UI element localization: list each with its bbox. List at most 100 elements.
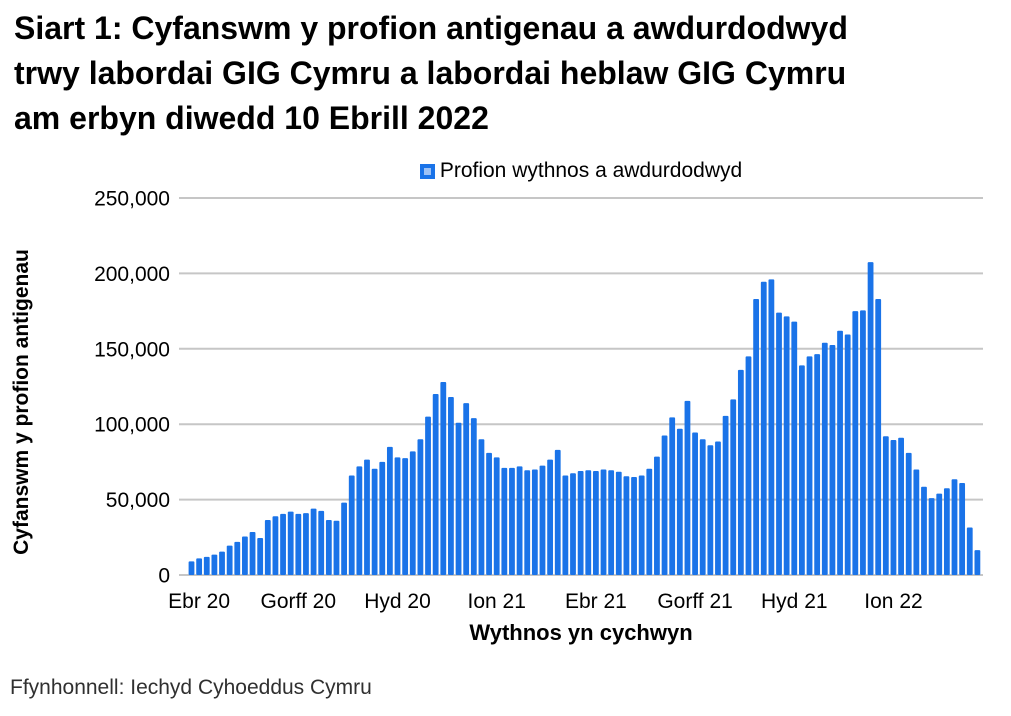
bar	[852, 311, 859, 575]
bar	[921, 486, 927, 575]
plot-area: 0 50,000 100,000 150,000 200,000 250,000 Ebr 2…	[94, 188, 983, 613]
bar	[524, 470, 531, 575]
bar	[913, 469, 920, 575]
bar	[959, 483, 966, 575]
bar	[493, 457, 500, 575]
bar	[882, 436, 889, 575]
bar	[631, 476, 637, 575]
bar	[417, 439, 424, 575]
bar	[608, 470, 615, 575]
bar	[364, 459, 370, 575]
legend: Profion wythnos a awdurdodwyd	[179, 159, 983, 182]
x-tick-label: Ion 22	[864, 590, 922, 613]
bar	[890, 440, 897, 575]
chart-title-line-1: Siart 1: Cyfanswm y profion antigenau a …	[14, 10, 848, 46]
bar	[234, 541, 241, 575]
chart-title-line-2: trwy labordai GIG Cymru a labordai hebla…	[14, 55, 847, 91]
bar	[272, 516, 279, 575]
bar	[699, 439, 706, 575]
bar	[219, 551, 225, 575]
bar	[730, 399, 737, 575]
bar	[318, 510, 325, 575]
y-axis-title: Cyfanswm y profion antigenau	[10, 249, 33, 555]
bar	[776, 312, 782, 575]
bar	[799, 365, 805, 575]
bar	[386, 446, 393, 575]
bar	[745, 356, 752, 575]
bar	[928, 498, 935, 575]
bar	[280, 513, 286, 575]
bar	[623, 476, 630, 575]
bar	[516, 466, 523, 575]
y-tick-label: 250,000	[94, 188, 170, 211]
bar	[860, 310, 866, 575]
bar	[875, 299, 882, 575]
bar	[432, 394, 439, 575]
bar	[295, 513, 302, 575]
bar	[661, 435, 668, 575]
y-tick-label: 50,000	[106, 489, 170, 512]
bar	[737, 369, 744, 575]
bar	[783, 316, 790, 575]
bar	[188, 561, 195, 575]
bar	[867, 262, 874, 575]
bar	[203, 556, 210, 575]
bar	[539, 465, 546, 575]
bar	[402, 458, 409, 575]
bar	[615, 471, 622, 575]
bar	[440, 381, 447, 575]
bar	[333, 520, 340, 575]
bar	[509, 467, 515, 575]
x-tick-label: Ebr 21	[565, 590, 627, 613]
bar	[463, 403, 470, 575]
bar	[905, 452, 912, 575]
bar	[547, 459, 554, 575]
bar	[379, 461, 386, 575]
bar	[600, 469, 607, 575]
bar	[341, 502, 347, 575]
bar	[753, 299, 760, 575]
bar	[684, 400, 691, 575]
bar	[654, 456, 660, 575]
bar	[501, 467, 508, 575]
bar	[669, 417, 676, 575]
bar	[898, 437, 904, 575]
bar	[585, 470, 592, 575]
bar	[722, 415, 729, 575]
bar	[287, 511, 294, 575]
x-tick-label: Ebr 20	[168, 590, 230, 613]
source-note: Ffynhonnell: Iechyd Cyhoeddus Cymru	[10, 676, 372, 699]
bar	[242, 536, 248, 575]
bar	[371, 468, 378, 575]
bar	[814, 354, 821, 575]
bar	[570, 473, 576, 575]
bar	[470, 418, 477, 575]
bar	[211, 554, 218, 575]
bar	[264, 519, 271, 575]
bar	[806, 356, 813, 575]
bar	[821, 342, 828, 575]
bar	[974, 550, 981, 575]
x-tick-label: Gorff 20	[261, 590, 337, 613]
bar	[257, 538, 264, 575]
bar	[226, 545, 233, 575]
bar	[249, 532, 256, 575]
bar	[829, 345, 836, 575]
bar	[592, 470, 599, 575]
bar	[966, 527, 973, 575]
bar	[356, 466, 363, 575]
bar	[425, 416, 431, 575]
bar	[715, 441, 721, 575]
bar	[577, 470, 584, 575]
bar	[760, 281, 767, 575]
y-tick-label: 150,000	[94, 338, 170, 361]
bar	[348, 475, 355, 575]
bar	[707, 445, 714, 575]
bar	[676, 428, 683, 575]
bar	[196, 558, 203, 575]
y-tick-label: 0	[158, 565, 170, 588]
chart-title: Siart 1: Cyfanswm y profion antigenau a …	[14, 6, 1004, 141]
bar	[951, 479, 958, 575]
bar	[478, 439, 485, 575]
